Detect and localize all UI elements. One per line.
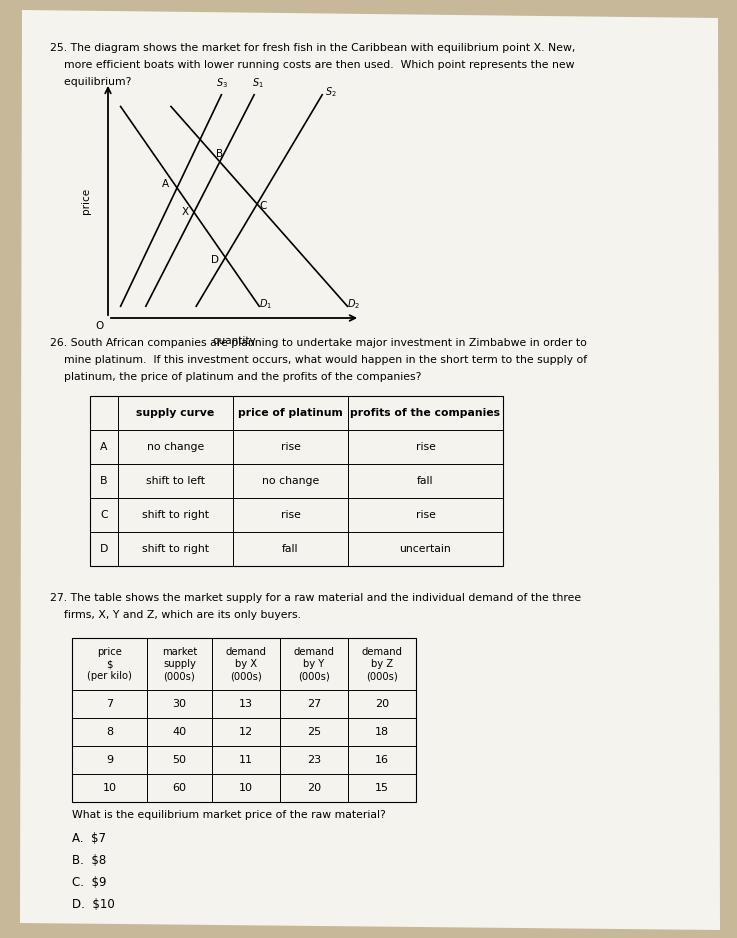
Text: fall: fall [282, 544, 298, 554]
Text: demand
by X
(000s): demand by X (000s) [226, 646, 267, 681]
Text: 27: 27 [307, 699, 321, 709]
Text: A: A [162, 179, 170, 189]
Text: 18: 18 [375, 727, 389, 737]
Text: rise: rise [416, 442, 436, 452]
Text: 40: 40 [172, 727, 186, 737]
Text: market
supply
(000s): market supply (000s) [162, 646, 197, 681]
Text: fall: fall [417, 476, 434, 486]
Text: shift to left: shift to left [146, 476, 205, 486]
Text: 23: 23 [307, 755, 321, 765]
Text: $D_2$: $D_2$ [347, 297, 360, 311]
Text: A.  $7: A. $7 [72, 832, 106, 845]
Text: 25: 25 [307, 727, 321, 737]
Text: shift to right: shift to right [142, 510, 209, 520]
Text: B: B [216, 148, 223, 159]
Text: 11: 11 [239, 755, 253, 765]
Text: C: C [259, 202, 267, 211]
Text: uncertain: uncertain [399, 544, 451, 554]
Text: demand
by Z
(000s): demand by Z (000s) [362, 646, 402, 681]
Text: 16: 16 [375, 755, 389, 765]
Text: shift to right: shift to right [142, 544, 209, 554]
Text: 60: 60 [172, 783, 186, 793]
Text: 20: 20 [307, 783, 321, 793]
Text: B.  $8: B. $8 [72, 854, 106, 867]
Text: platinum, the price of platinum and the profits of the companies?: platinum, the price of platinum and the … [50, 372, 422, 382]
Text: firms, X, Y and Z, which are its only buyers.: firms, X, Y and Z, which are its only bu… [50, 610, 301, 620]
Text: profits of the companies: profits of the companies [351, 408, 500, 418]
Text: $S_1$: $S_1$ [251, 76, 263, 90]
Text: D.  $10: D. $10 [72, 898, 115, 911]
Text: 10: 10 [239, 783, 253, 793]
Text: C.  $9: C. $9 [72, 876, 107, 889]
Text: 20: 20 [375, 699, 389, 709]
Text: more efficient boats with lower running costs are then used.  Which point repres: more efficient boats with lower running … [50, 60, 575, 70]
Text: 50: 50 [172, 755, 186, 765]
Text: 9: 9 [106, 755, 113, 765]
Text: price
$
(per kilo): price $ (per kilo) [87, 646, 132, 681]
Text: O: O [96, 321, 104, 331]
Text: X: X [181, 207, 189, 218]
Text: A: A [100, 442, 108, 452]
Text: 7: 7 [106, 699, 113, 709]
Text: supply curve: supply curve [136, 408, 214, 418]
Text: rise: rise [416, 510, 436, 520]
Text: 26. South African companies are planning to undertake major investment in Zimbab: 26. South African companies are planning… [50, 338, 587, 348]
Text: 12: 12 [239, 727, 253, 737]
Text: 27. The table shows the market supply for a raw material and the individual dema: 27. The table shows the market supply fo… [50, 593, 581, 603]
Text: price: price [81, 188, 91, 214]
Text: 15: 15 [375, 783, 389, 793]
Text: $S_3$: $S_3$ [217, 76, 228, 90]
Bar [90, 396, 503, 566]
Text: 25. The diagram shows the market for fresh fish in the Caribbean with equilibriu: 25. The diagram shows the market for fre… [50, 43, 576, 53]
Text: C: C [100, 510, 108, 520]
Text: demand
by Y
(000s): demand by Y (000s) [293, 646, 335, 681]
Text: $D_1$: $D_1$ [259, 297, 272, 311]
Text: B: B [100, 476, 108, 486]
Text: rise: rise [281, 510, 301, 520]
Text: 13: 13 [239, 699, 253, 709]
Text: no change: no change [262, 476, 319, 486]
Text: rise: rise [281, 442, 301, 452]
Text: 10: 10 [102, 783, 116, 793]
Text: quantity: quantity [212, 336, 256, 346]
Bar [72, 638, 416, 802]
Text: What is the equilibrium market price of the raw material?: What is the equilibrium market price of … [72, 810, 385, 820]
Text: price of platinum: price of platinum [238, 408, 343, 418]
Text: 30: 30 [172, 699, 186, 709]
Text: mine platinum.  If this investment occurs, what would happen in the short term t: mine platinum. If this investment occurs… [50, 355, 587, 365]
Text: D: D [212, 255, 219, 265]
Text: D: D [99, 544, 108, 554]
Text: $S_2$: $S_2$ [325, 85, 337, 99]
Text: no change: no change [147, 442, 204, 452]
Text: equilibrium?: equilibrium? [50, 77, 131, 87]
Polygon shape [20, 10, 720, 930]
Text: 8: 8 [106, 727, 113, 737]
